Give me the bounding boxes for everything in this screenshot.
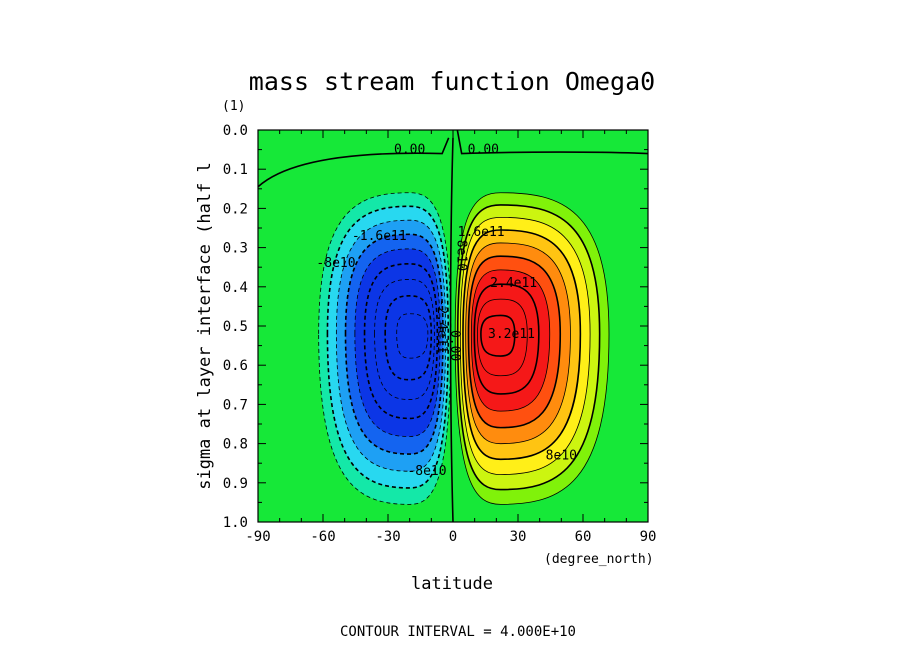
contour-interval-note: CONTOUR INTERVAL = 4.000E+10 xyxy=(340,624,576,640)
contour-label: -1.6e11 xyxy=(352,229,407,244)
x-tick-label: -60 xyxy=(310,529,335,545)
contour-label: 0.00 xyxy=(394,143,425,158)
y-tick-label: 0.2 xyxy=(223,201,248,217)
contour-line xyxy=(374,279,435,400)
contour-lines xyxy=(258,130,648,522)
contour-line xyxy=(467,255,562,429)
contour-band xyxy=(396,313,428,359)
y-tick-label: 1.0 xyxy=(223,515,248,531)
contour-line xyxy=(465,242,571,445)
x-unit: (degree_north) xyxy=(544,552,654,567)
contour-line xyxy=(477,298,528,377)
contour-label: 0.00 xyxy=(447,330,462,361)
y-axis-label: sigma at layer interface (half l xyxy=(195,162,215,490)
contour-line xyxy=(480,314,516,357)
contour-line xyxy=(326,205,450,489)
contour-label: 2.4e11 xyxy=(490,276,537,291)
contour-line xyxy=(462,229,582,461)
x-tick-label: -90 xyxy=(245,529,270,545)
y-unit: (1) xyxy=(222,99,245,114)
contour-line xyxy=(344,233,444,455)
x-tick-label: 30 xyxy=(510,529,527,545)
contour-label: 8e10 xyxy=(453,240,468,271)
contour-line xyxy=(459,216,591,475)
contour-line xyxy=(363,263,439,420)
zero-contour-line xyxy=(449,137,454,522)
contour-band xyxy=(480,315,515,357)
contour-line xyxy=(396,313,429,359)
chart-title: mass stream function Omega0 xyxy=(249,67,655,96)
y-tick-label: 0.8 xyxy=(223,437,248,453)
contour-line xyxy=(473,283,540,395)
y-tick-label: 0.3 xyxy=(223,241,248,257)
x-tick-label: 90 xyxy=(640,529,657,545)
x-axis: -90 -60 -30 0 30 60 90 xyxy=(245,130,656,545)
contour-label: -8e10 xyxy=(316,256,355,271)
contour-label: 0.00 xyxy=(468,143,499,158)
contour-label: 3.2e11 xyxy=(488,327,535,342)
y-tick-label: 0.1 xyxy=(223,162,248,178)
y-tick-label: 0.9 xyxy=(223,476,248,492)
contour-label: 1.6e11 xyxy=(458,225,505,240)
y-tick-label: 0.4 xyxy=(223,280,248,296)
y-tick-label: 0.0 xyxy=(223,123,248,139)
x-tick-label: 60 xyxy=(575,529,592,545)
contour-fills xyxy=(318,192,609,505)
contour-label: -2.4e11 xyxy=(434,299,449,354)
contour-line xyxy=(456,204,601,491)
zero-contour-line xyxy=(456,130,648,155)
y-tick-label: 0.7 xyxy=(223,397,248,413)
x-axis-label: latitude xyxy=(411,574,493,594)
x-tick-label: 0 xyxy=(449,529,457,545)
x-tick-label: -30 xyxy=(375,529,400,545)
contour-line xyxy=(454,192,610,505)
contour-label: 8e10 xyxy=(546,448,577,463)
zero-contour-line xyxy=(258,137,450,188)
contour-line xyxy=(470,269,551,412)
y-tick-label: 0.5 xyxy=(223,319,248,335)
y-axis: 0.0 0.1 0.2 0.3 0.4 0.5 0.6 0.7 0.8 0.9 1.0 xyxy=(223,123,648,531)
contour-label: -8e10 xyxy=(407,464,446,479)
contour-labels: 0.00 0.00 -8e10 -1.6e11 -2.4e11 -8e10 0.00 8e10… xyxy=(316,143,577,479)
y-tick-label: 0.6 xyxy=(223,358,248,374)
